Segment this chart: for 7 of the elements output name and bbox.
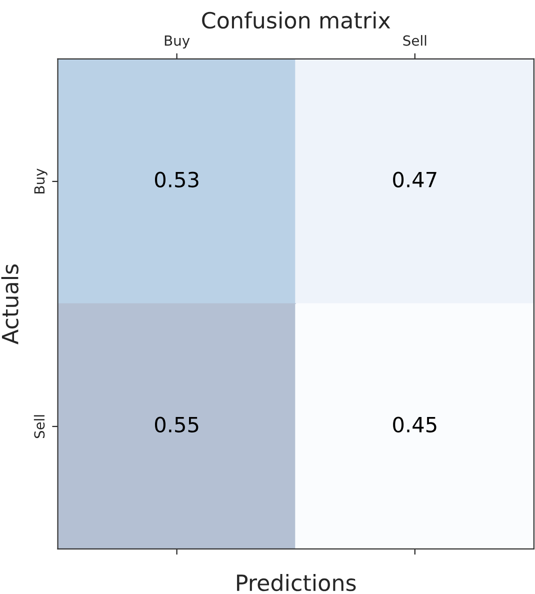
data-label: 0.55	[155, 416, 198, 433]
data-label: 0.47	[393, 172, 436, 188]
chart-title: Confusion matrix	[202, 11, 390, 29]
data-label: 0.53	[155, 172, 198, 188]
data-label: 0.45	[393, 416, 436, 433]
y-axis-title: Actuals	[1, 264, 19, 344]
x-axis-title: Predictions	[237, 574, 356, 592]
